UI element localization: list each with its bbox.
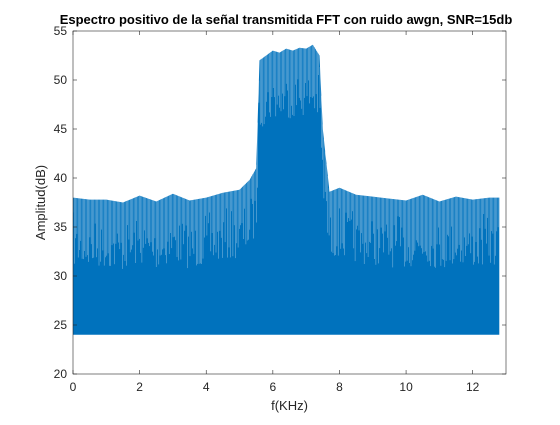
x-tick-label: 10: [399, 380, 413, 394]
x-tick-label: 12: [466, 380, 480, 394]
y-tick-label: 20: [54, 367, 68, 381]
x-tick-label: 8: [336, 380, 343, 394]
y-tick-label: 45: [54, 122, 68, 136]
y-tick-label: 35: [54, 220, 68, 234]
y-tick-label: 30: [54, 269, 68, 283]
x-tick-label: 0: [70, 380, 77, 394]
chart-title: Espectro positivo de la señal transmitid…: [60, 12, 513, 27]
y-axis-ticks: 20 25 30 35 40 45 50 55: [54, 24, 506, 381]
y-axis-label: Amplitud(dB): [33, 165, 48, 240]
x-tick-label: 4: [203, 380, 210, 394]
y-tick-label: 50: [54, 73, 68, 87]
x-tick-label: 6: [270, 380, 277, 394]
y-tick-label: 40: [54, 171, 68, 185]
y-tick-label: 55: [54, 24, 68, 38]
y-tick-label: 25: [54, 318, 68, 332]
x-tick-label: 2: [136, 380, 143, 394]
x-axis-ticks: 0 2 4 6 8 10 12: [70, 31, 480, 394]
plot-box: [72, 30, 507, 375]
x-axis-label: f(KHz): [271, 398, 308, 413]
